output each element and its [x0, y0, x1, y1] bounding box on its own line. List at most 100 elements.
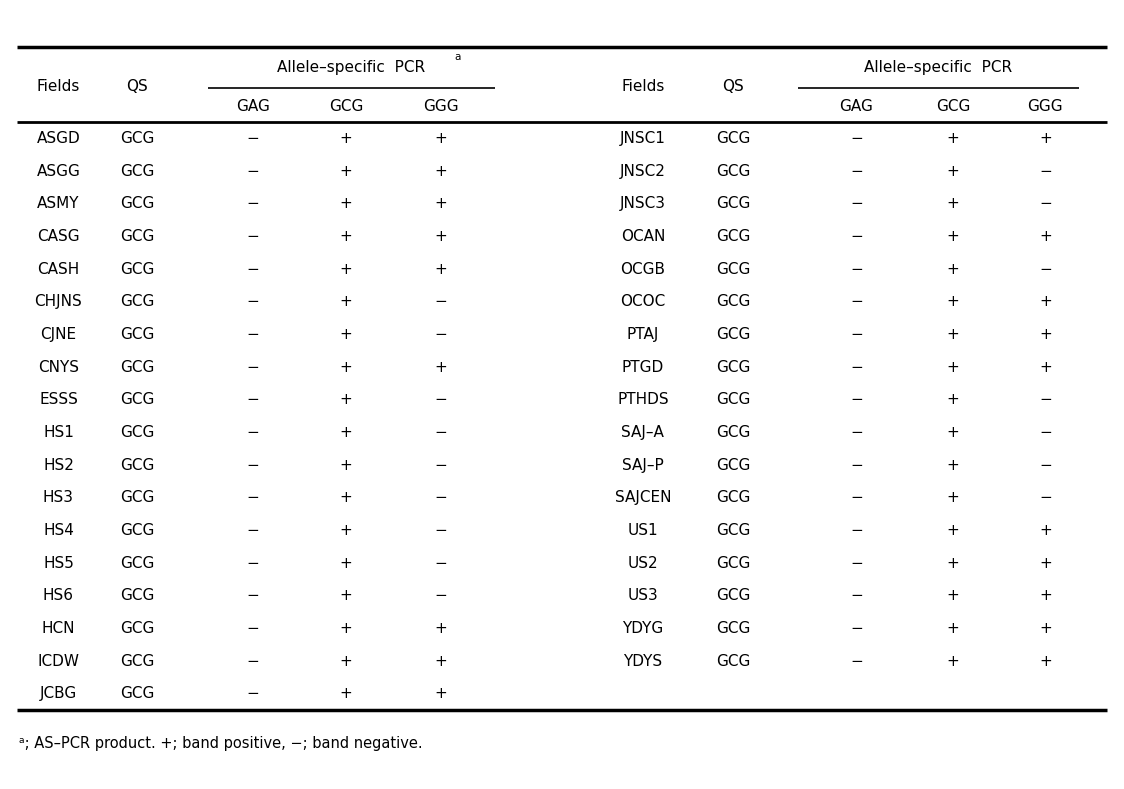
Text: GCG: GCG: [716, 555, 750, 570]
Text: GCG: GCG: [120, 555, 154, 570]
Text: GCG: GCG: [716, 589, 750, 604]
Text: SAJCEN: SAJCEN: [615, 490, 671, 505]
Text: −: −: [850, 589, 863, 604]
Text: HS5: HS5: [43, 555, 74, 570]
Text: +: +: [1039, 555, 1052, 570]
Text: OCAN: OCAN: [620, 229, 665, 244]
Text: GCG: GCG: [716, 327, 750, 342]
Text: +: +: [946, 196, 960, 211]
Text: +: +: [946, 458, 960, 473]
Text: +: +: [946, 131, 960, 146]
Text: +: +: [946, 360, 960, 375]
Text: GCG: GCG: [120, 425, 154, 440]
Text: ICDW: ICDW: [37, 653, 80, 668]
Text: +: +: [946, 589, 960, 604]
Text: US3: US3: [627, 589, 659, 604]
Text: QS: QS: [722, 79, 744, 95]
Text: −: −: [850, 294, 863, 309]
Text: +: +: [339, 425, 353, 440]
Text: GCG: GCG: [716, 490, 750, 505]
Text: −: −: [246, 621, 260, 636]
Text: Allele–specific  PCR: Allele–specific PCR: [278, 59, 425, 75]
Text: GCG: GCG: [120, 196, 154, 211]
Text: −: −: [850, 360, 863, 375]
Text: +: +: [946, 294, 960, 309]
Text: −: −: [1039, 196, 1052, 211]
Text: −: −: [434, 555, 447, 570]
Text: HS3: HS3: [43, 490, 74, 505]
Text: +: +: [1039, 294, 1052, 309]
Text: HS2: HS2: [43, 458, 74, 473]
Text: −: −: [1039, 490, 1052, 505]
Text: HS4: HS4: [43, 523, 74, 538]
Text: +: +: [1039, 653, 1052, 668]
Text: +: +: [434, 131, 447, 146]
Text: HS1: HS1: [43, 425, 74, 440]
Text: US2: US2: [627, 555, 659, 570]
Text: +: +: [434, 262, 447, 277]
Text: ᵃ; AS–PCR product. +; band positive, −; band negative.: ᵃ; AS–PCR product. +; band positive, −; …: [19, 735, 423, 751]
Text: +: +: [434, 653, 447, 668]
Text: GCG: GCG: [120, 360, 154, 375]
Text: +: +: [946, 392, 960, 407]
Text: CASG: CASG: [37, 229, 80, 244]
Text: +: +: [339, 490, 353, 505]
Text: GGG: GGG: [423, 99, 459, 114]
Text: −: −: [246, 555, 260, 570]
Text: −: −: [850, 262, 863, 277]
Text: +: +: [339, 229, 353, 244]
Text: −: −: [850, 327, 863, 342]
Text: GCG: GCG: [716, 425, 750, 440]
Text: GCG: GCG: [716, 131, 750, 146]
Text: −: −: [850, 131, 863, 146]
Text: HS6: HS6: [43, 589, 74, 604]
Text: −: −: [434, 294, 447, 309]
Text: −: −: [850, 653, 863, 668]
Text: +: +: [339, 327, 353, 342]
Text: GCG: GCG: [120, 131, 154, 146]
Text: −: −: [1039, 458, 1052, 473]
Text: PTHDS: PTHDS: [617, 392, 669, 407]
Text: Fields: Fields: [622, 79, 664, 95]
Text: CHJNS: CHJNS: [35, 294, 82, 309]
Text: +: +: [946, 523, 960, 538]
Text: GCG: GCG: [120, 490, 154, 505]
Text: GAG: GAG: [840, 99, 873, 114]
Text: PTGD: PTGD: [622, 360, 664, 375]
Text: +: +: [339, 131, 353, 146]
Text: GCG: GCG: [716, 262, 750, 277]
Text: −: −: [850, 555, 863, 570]
Text: −: −: [1039, 392, 1052, 407]
Text: JNSC2: JNSC2: [620, 164, 665, 179]
Text: −: −: [434, 327, 447, 342]
Text: GCG: GCG: [716, 392, 750, 407]
Text: YDYG: YDYG: [623, 621, 663, 636]
Text: −: −: [246, 589, 260, 604]
Text: OCGB: OCGB: [620, 262, 665, 277]
Text: +: +: [1039, 229, 1052, 244]
Text: JCBG: JCBG: [39, 686, 78, 701]
Text: +: +: [434, 621, 447, 636]
Text: +: +: [946, 327, 960, 342]
Text: −: −: [850, 458, 863, 473]
Text: +: +: [1039, 360, 1052, 375]
Text: GCG: GCG: [120, 164, 154, 179]
Text: −: −: [434, 392, 447, 407]
Text: −: −: [850, 621, 863, 636]
Text: −: −: [1039, 425, 1052, 440]
Text: GCG: GCG: [716, 653, 750, 668]
Text: PTAJ: PTAJ: [627, 327, 659, 342]
Text: GCG: GCG: [120, 262, 154, 277]
Text: −: −: [246, 327, 260, 342]
Text: −: −: [246, 490, 260, 505]
Text: GCG: GCG: [329, 99, 363, 114]
Text: GCG: GCG: [120, 229, 154, 244]
Text: Allele–specific  PCR: Allele–specific PCR: [864, 59, 1013, 75]
Text: +: +: [1039, 523, 1052, 538]
Text: US1: US1: [627, 523, 659, 538]
Text: −: −: [434, 523, 447, 538]
Text: GCG: GCG: [120, 294, 154, 309]
Text: +: +: [1039, 131, 1052, 146]
Text: −: −: [434, 425, 447, 440]
Text: GCG: GCG: [716, 458, 750, 473]
